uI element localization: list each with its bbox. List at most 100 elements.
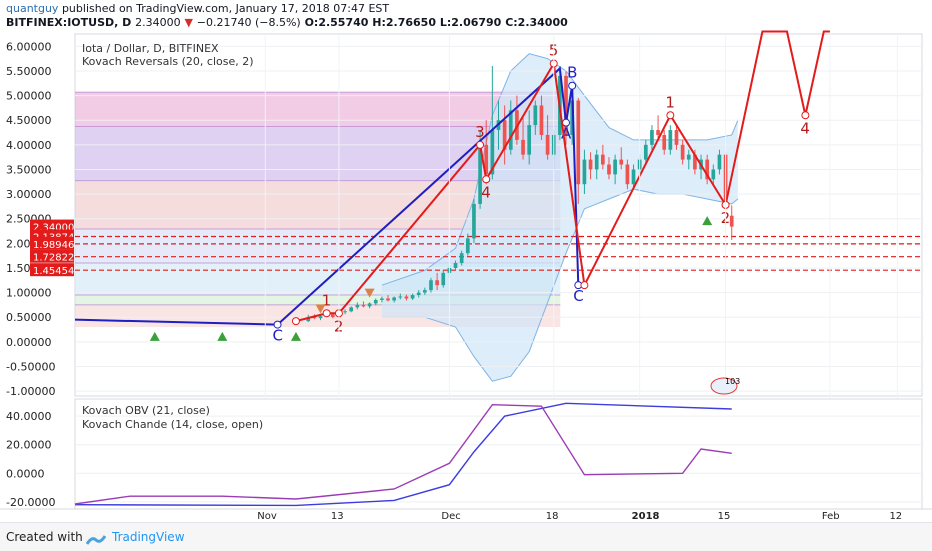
candle-body (693, 154, 697, 170)
price-pane: 6.00000 5.50000 5.00000 4.50000 4.00000 3.500… (6, 30, 923, 509)
sell-signal-marker (315, 304, 326, 314)
x-tick-label: Nov (257, 511, 277, 522)
candle-body (404, 296, 409, 299)
candle-body (490, 130, 495, 175)
close-value: C:2.34000 (505, 16, 568, 29)
wave-point (482, 175, 491, 184)
wave-label: 4 (800, 119, 810, 137)
wave-label: 1 (665, 93, 675, 111)
candle-body (508, 110, 513, 150)
price-label: 1.45454 (33, 266, 74, 277)
candle-body (600, 154, 605, 165)
y-tick-label: 3.00000 (6, 188, 52, 201)
wave-label: A (561, 125, 572, 143)
legend-obv: Kovach OBV (21, close) (82, 404, 210, 417)
candle-body (545, 134, 550, 155)
y-tick-label: 5.00000 (6, 90, 52, 103)
candle-body (656, 130, 660, 135)
candle-body (343, 311, 347, 313)
wave-label: 3 (475, 123, 485, 141)
y-tick-label: 0.00000 (6, 336, 52, 349)
candle-body (355, 304, 360, 308)
buy-signal-marker (702, 216, 713, 226)
badge-count: 103 (725, 377, 740, 386)
candle-body (631, 169, 636, 185)
x-tick-label: 2018 (632, 511, 660, 522)
candle-body (594, 154, 599, 170)
candle-body (398, 296, 403, 298)
y-tick-label: 4.00000 (6, 139, 52, 152)
y-tick-label: 1.00000 (6, 287, 52, 300)
candle-body (711, 169, 716, 180)
candle-body (465, 238, 470, 254)
candle-body (459, 253, 464, 264)
wave-point (568, 81, 577, 90)
candle-body (318, 316, 323, 319)
price-label: 2.34000 (33, 223, 74, 234)
impulse-wave-line (295, 30, 830, 323)
candle-body (367, 303, 372, 307)
candle-body (502, 120, 507, 150)
fib-zone (75, 295, 561, 305)
candle-body (619, 159, 624, 165)
price-label: 1.72822 (33, 253, 74, 264)
wave-point (273, 320, 282, 329)
candle-body (564, 75, 568, 135)
candle-body (527, 125, 532, 155)
candle-body (435, 280, 439, 286)
legend-chande: Kovach Chande (14, close, open) (82, 418, 263, 431)
legend-indicator: Kovach Reversals (20, close, 2) (82, 55, 254, 68)
author-link[interactable]: quantguy (6, 2, 59, 15)
candle-body (306, 317, 311, 322)
candle-body (312, 317, 317, 319)
wave-label: C (573, 287, 583, 305)
price-label-box (30, 249, 74, 263)
y-tick-label: -20.0000 (6, 496, 55, 509)
wave-label: C (273, 327, 283, 345)
chande-line (74, 404, 732, 505)
buy-signal-marker (217, 331, 228, 341)
wave-point (801, 111, 810, 120)
wave-label: 1 (322, 291, 332, 309)
flag-badge[interactable]: 103 (710, 377, 740, 395)
price-label-box (30, 219, 74, 233)
candle-body (386, 298, 390, 301)
tradingview-link[interactable]: TradingView (112, 530, 185, 544)
candle-body (478, 144, 482, 204)
sell-signal-marker (364, 288, 375, 298)
candle-body (686, 154, 691, 160)
candle-body (416, 292, 421, 296)
candle-body (662, 134, 667, 150)
buy-signal-marker (149, 331, 160, 341)
footer: Created with TradingView (0, 522, 932, 551)
x-axis: Nov 13 Dec 18 2018 15 Feb 12 (0, 508, 932, 522)
y-tick-label: -0.50000 (6, 360, 55, 373)
candle-body (484, 144, 489, 175)
published-text: published on TradingView.com, January 17… (61, 2, 390, 15)
candle-body (674, 130, 679, 145)
chart-header: quantguy published on TradingView.com, J… (0, 0, 932, 30)
down-arrow-icon: ▼ (184, 16, 193, 29)
x-tick-label: 12 (889, 511, 902, 522)
candle-body (429, 280, 433, 291)
candle-body (453, 263, 458, 268)
candle-body (729, 215, 734, 227)
obv-line (74, 402, 732, 507)
symbol-label: BITFINEX:IOTUSD, D (6, 16, 132, 29)
candle-body (472, 203, 476, 239)
price-label-box (30, 263, 74, 277)
candle-body (582, 159, 587, 185)
oscillator-pane-frame (74, 398, 923, 510)
candle-body (650, 130, 654, 145)
y-tick-label: 0.50000 (6, 311, 52, 324)
candle-body (625, 164, 630, 185)
oscillator-pane: 40.0000 20.0000 0.0000 -20.0000 (6, 398, 923, 510)
candle-body (576, 100, 581, 185)
bollinger-band (381, 53, 738, 382)
last-price: 2.34000 (135, 16, 181, 29)
symbol-line: BITFINEX:IOTUSD, D 2.34000 ▼ −0.21740 (−… (6, 16, 568, 29)
price-label-box (30, 236, 74, 250)
candle-body (349, 307, 354, 312)
fib-zone (75, 92, 561, 127)
